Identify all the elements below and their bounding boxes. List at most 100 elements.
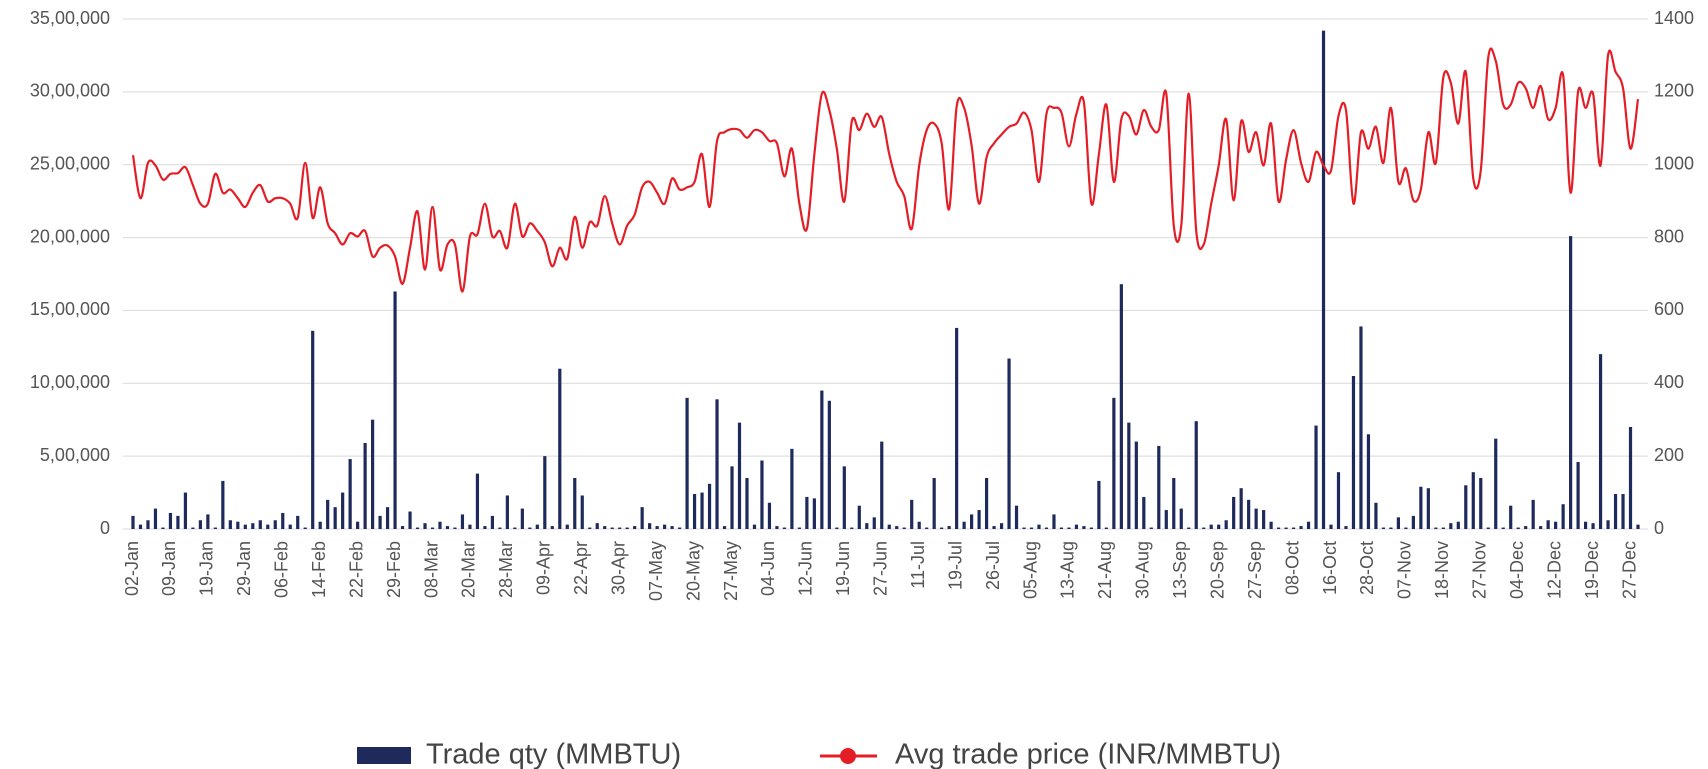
bar xyxy=(528,527,532,529)
bar xyxy=(535,524,539,529)
bar xyxy=(1426,488,1430,529)
bar xyxy=(1351,376,1356,529)
y-tick-label: 30,00,000 xyxy=(30,81,110,101)
bar xyxy=(490,515,495,529)
bar xyxy=(348,459,352,529)
bar xyxy=(1456,521,1460,529)
bar xyxy=(1464,485,1468,529)
bar xyxy=(258,520,262,529)
x-tick-label: 04-Dec xyxy=(1507,541,1527,599)
x-tick-label: 06-Feb xyxy=(272,541,292,598)
bar xyxy=(1366,434,1371,529)
bar xyxy=(797,527,801,529)
bar xyxy=(505,495,509,529)
bar xyxy=(460,514,465,529)
bar xyxy=(1598,354,1603,529)
bar xyxy=(1411,515,1415,529)
bar xyxy=(400,526,405,529)
bar xyxy=(760,460,764,529)
bar xyxy=(1007,358,1011,529)
bar xyxy=(984,478,989,529)
y-tick-label: 15,00,000 xyxy=(30,299,110,319)
bar xyxy=(565,524,569,529)
bar xyxy=(992,526,996,529)
bar xyxy=(1194,421,1198,529)
y2-tick-label: 600 xyxy=(1654,299,1684,319)
bar xyxy=(1531,499,1535,529)
bar xyxy=(1187,527,1191,529)
bar xyxy=(977,510,981,529)
x-tick-label: 19-Jan xyxy=(197,541,217,596)
bar xyxy=(835,527,839,529)
bar xyxy=(191,527,195,529)
bar xyxy=(1217,524,1221,529)
x-tick-label: 19-Jun xyxy=(833,541,853,596)
bar xyxy=(243,524,247,529)
y2-tick-label: 800 xyxy=(1654,226,1684,246)
bar xyxy=(1067,527,1071,529)
y2-tick-label: 1200 xyxy=(1654,81,1694,101)
bar xyxy=(1262,510,1266,529)
bar xyxy=(1164,510,1168,529)
bar xyxy=(1636,524,1640,529)
bar xyxy=(378,515,382,529)
bar xyxy=(955,327,959,529)
bar xyxy=(932,478,936,529)
bar xyxy=(910,499,914,529)
bar xyxy=(1613,494,1618,529)
bar xyxy=(887,524,891,529)
bar xyxy=(1224,520,1228,529)
bar xyxy=(1127,422,1131,529)
legend-label: Avg trade price (INR/MMBTU) xyxy=(895,739,1281,769)
bar xyxy=(326,499,330,529)
bar xyxy=(842,466,846,529)
y-tick-label: 35,00,000 xyxy=(30,8,110,28)
x-tick-label: 12-Jun xyxy=(796,541,816,596)
bar xyxy=(221,480,225,529)
x-tick-label: 27-Nov xyxy=(1470,541,1490,599)
bar xyxy=(640,507,644,529)
bar xyxy=(962,521,966,529)
bar xyxy=(1022,527,1026,529)
y2-tick-label: 200 xyxy=(1654,445,1684,465)
bar xyxy=(1419,486,1423,529)
bar xyxy=(700,492,704,529)
bar xyxy=(872,517,876,529)
bar xyxy=(573,478,577,529)
bar xyxy=(1059,527,1064,529)
bar xyxy=(685,397,689,529)
bar xyxy=(648,523,652,529)
bar xyxy=(1014,505,1019,529)
x-tick-label: 27-Dec xyxy=(1619,541,1639,599)
bar xyxy=(1374,502,1378,529)
x-tick-label: 13-Sep xyxy=(1170,541,1190,599)
bar xyxy=(1494,438,1498,529)
bar xyxy=(1082,526,1086,529)
bar xyxy=(453,527,457,529)
bar xyxy=(1591,523,1595,529)
x-tick-label: 16-Oct xyxy=(1320,541,1340,595)
y2-tick-label: 1000 xyxy=(1654,153,1694,173)
bar xyxy=(438,521,442,529)
bar xyxy=(161,527,165,529)
bar xyxy=(543,456,547,529)
y2-tick-label: 1400 xyxy=(1654,8,1694,28)
bar xyxy=(281,512,285,529)
bar xyxy=(1269,521,1273,529)
bar xyxy=(1381,527,1386,529)
bar xyxy=(1172,478,1176,529)
bar xyxy=(1441,527,1445,529)
bar xyxy=(168,512,173,529)
bar xyxy=(1276,527,1281,529)
bar xyxy=(1299,526,1303,529)
bar xyxy=(206,514,210,529)
bar xyxy=(580,495,584,529)
x-tick-label: 07-May xyxy=(646,541,666,601)
bar xyxy=(1044,527,1049,529)
bar xyxy=(1119,284,1123,529)
x-tick-label: 29-Feb xyxy=(384,541,404,598)
y-tick-label: 25,00,000 xyxy=(30,153,110,173)
x-tick-label: 22-Feb xyxy=(346,541,366,598)
bar xyxy=(393,291,397,529)
